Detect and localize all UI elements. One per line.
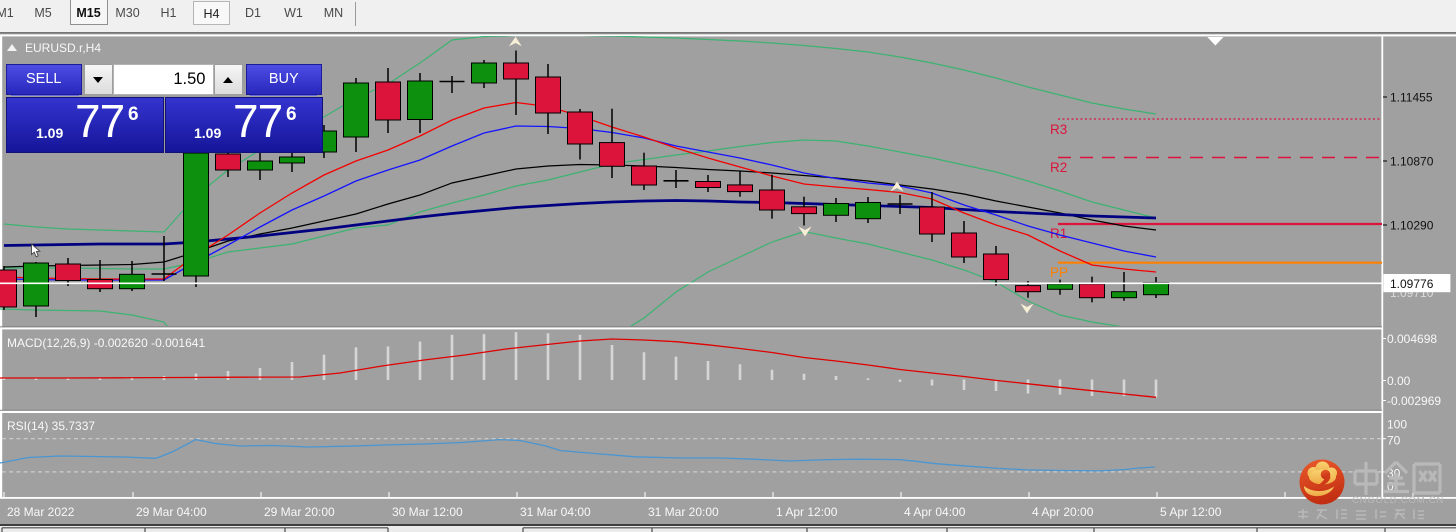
svg-text:CNGOLD.COM.CN: CNGOLD.COM.CN: [1352, 495, 1444, 506]
svg-text:29 Mar 04:00: 29 Mar 04:00: [136, 505, 207, 519]
svg-text:RSI(14) 35.7337: RSI(14) 35.7337: [7, 419, 95, 433]
svg-text:1 Apr 12:00: 1 Apr 12:00: [776, 505, 838, 519]
svg-text:R2: R2: [1050, 160, 1067, 175]
svg-text:29 Mar 20:00: 29 Mar 20:00: [264, 505, 335, 519]
svg-text:31 Mar 20:00: 31 Mar 20:00: [648, 505, 719, 519]
svg-text:1.10870: 1.10870: [1390, 155, 1434, 169]
svg-text:28 Mar 2022: 28 Mar 2022: [7, 505, 75, 519]
svg-text:1.09776: 1.09776: [1390, 277, 1434, 291]
svg-text:70: 70: [1387, 434, 1401, 448]
svg-text:0.004698: 0.004698: [1387, 332, 1437, 346]
svg-text:0: 0: [1387, 480, 1394, 494]
svg-text:R1: R1: [1050, 226, 1067, 241]
svg-text:1.10290: 1.10290: [1390, 219, 1434, 233]
svg-text:0.00: 0.00: [1387, 374, 1411, 388]
svg-text:MACD(12,26,9) -0.002620 -0.001: MACD(12,26,9) -0.002620 -0.001641: [7, 336, 205, 350]
svg-text:31 Mar 04:00: 31 Mar 04:00: [520, 505, 591, 519]
svg-text:1.11455: 1.11455: [1390, 91, 1433, 105]
svg-text:PP: PP: [1050, 265, 1068, 280]
svg-text:EURUSD.r,H4: EURUSD.r,H4: [25, 41, 101, 55]
svg-text:4 Apr 20:00: 4 Apr 20:00: [1032, 505, 1094, 519]
svg-text:30 Mar 12:00: 30 Mar 12:00: [392, 505, 463, 519]
svg-text:4 Apr 04:00: 4 Apr 04:00: [904, 505, 966, 519]
svg-text:100: 100: [1387, 418, 1407, 432]
svg-text:5 Apr 12:00: 5 Apr 12:00: [1160, 505, 1222, 519]
svg-text:R3: R3: [1050, 122, 1067, 137]
svg-text:-0.002969: -0.002969: [1387, 394, 1441, 408]
